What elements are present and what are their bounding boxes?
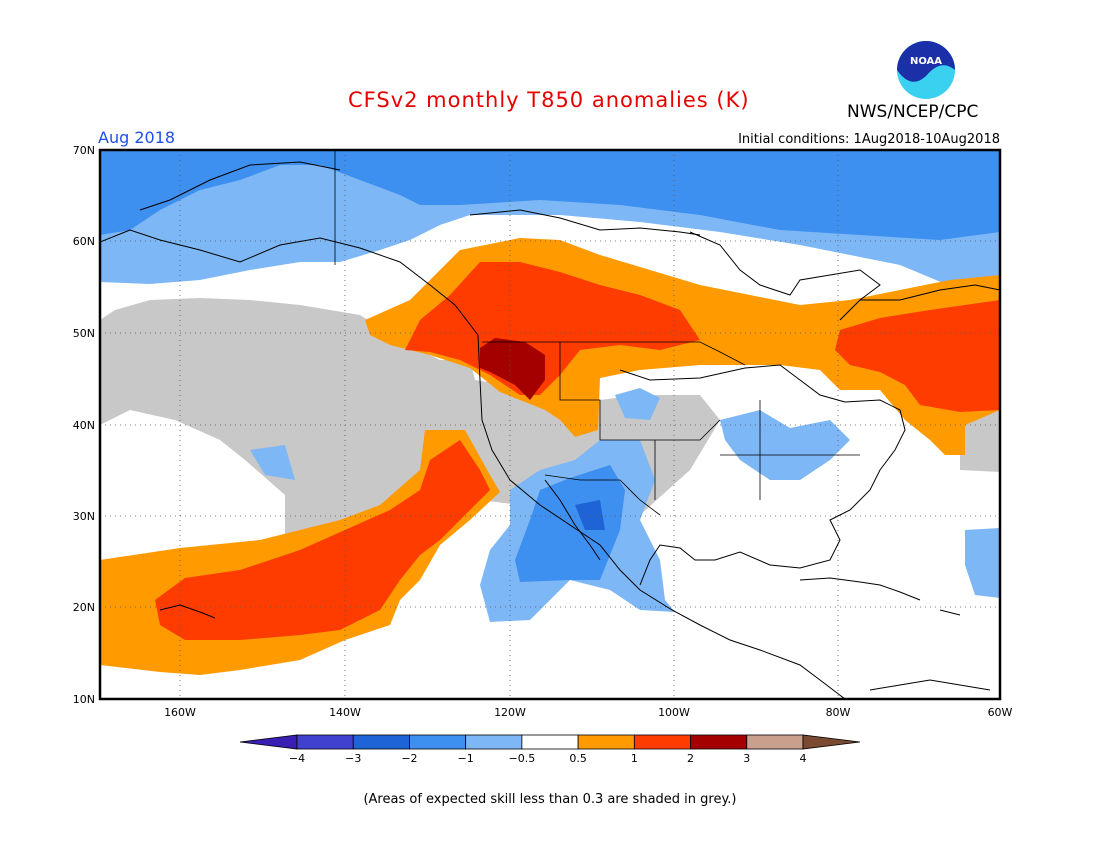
lat-axis: 70N 60N 50N 40N 30N 20N 10N	[73, 144, 95, 706]
colorbar-swatch	[633, 734, 691, 750]
lat-label: 20N	[73, 601, 95, 614]
west-pacific-negative	[250, 445, 295, 480]
north-strong-negative	[100, 150, 1000, 240]
lon-label: 160W	[164, 706, 196, 719]
noaa-logo-text: NOAA	[910, 56, 942, 67]
colorbar-labels: −4 −3 −2 −1 −0.5 0.5 1 2 3 4	[289, 752, 807, 765]
colorbar-tick-label: −2	[401, 752, 417, 765]
lon-label: 100W	[658, 706, 690, 719]
colorbar-swatch	[577, 734, 635, 750]
lat-label: 10N	[73, 693, 95, 706]
map-frame	[98, 148, 1002, 701]
southwest-strong-negative	[515, 465, 625, 582]
agency-label: NWS/NCEP/CPC	[847, 102, 979, 122]
east-canada-strong-positive	[835, 300, 1000, 412]
lon-label: 140W	[329, 706, 361, 719]
colorbar-tick-label: 0.5	[569, 752, 587, 765]
initial-conditions: Initial conditions: 1Aug2018-10Aug2018	[738, 132, 1000, 147]
lat-label: 40N	[73, 419, 95, 432]
lat-label: 30N	[73, 510, 95, 523]
colorbar-swatch	[239, 734, 298, 750]
lat-label: 50N	[73, 327, 95, 340]
chart-title: CFSv2 monthly T850 anomalies (K)	[348, 88, 750, 112]
noaa-logo-icon: NOAA	[897, 41, 955, 99]
central-us-negative	[615, 388, 660, 420]
colorbar-swatch	[690, 734, 748, 750]
baja-very-strong-negative	[575, 500, 605, 530]
lon-label: 120W	[494, 706, 526, 719]
colorbar-tick-label: 4	[800, 752, 807, 765]
east-us-negative	[720, 410, 850, 480]
skill-caption: (Areas of expected skill less than 0.3 a…	[363, 792, 737, 807]
coastlines	[100, 161, 1000, 699]
colorbar-swatch	[746, 734, 804, 750]
colorbar-swatch	[409, 734, 467, 750]
atlantic-negative	[965, 528, 1000, 598]
forecast-month: Aug 2018	[98, 128, 176, 147]
colorbar-swatch	[296, 734, 354, 750]
colorbar-tick-label: −1	[458, 752, 474, 765]
colorbar-tick-label: 3	[743, 752, 750, 765]
graticule	[100, 150, 1000, 699]
colorbar-tick-label: −3	[345, 752, 361, 765]
map-fields	[100, 150, 1000, 699]
colorbar	[239, 734, 861, 750]
lat-label: 60N	[73, 235, 95, 248]
lon-axis: 160W 140W 120W 100W 80W 60W	[164, 706, 1012, 719]
colorbar-swatch	[352, 734, 410, 750]
borders	[334, 150, 860, 516]
colorbar-tick-label: 1	[631, 752, 638, 765]
colorbar-tick-label: −0.5	[509, 752, 536, 765]
northwest-very-strong-positive	[480, 338, 545, 400]
lon-label: 80W	[826, 706, 851, 719]
colorbar-tick-label: −4	[289, 752, 305, 765]
lat-label: 70N	[73, 144, 95, 157]
colorbar-swatch	[465, 734, 523, 750]
subtropical-strong-positive	[155, 440, 490, 640]
colorbar-tick-label: 2	[687, 752, 694, 765]
lon-label: 60W	[988, 706, 1013, 719]
colorbar-swatch	[521, 734, 579, 750]
colorbar-swatch	[802, 734, 861, 750]
